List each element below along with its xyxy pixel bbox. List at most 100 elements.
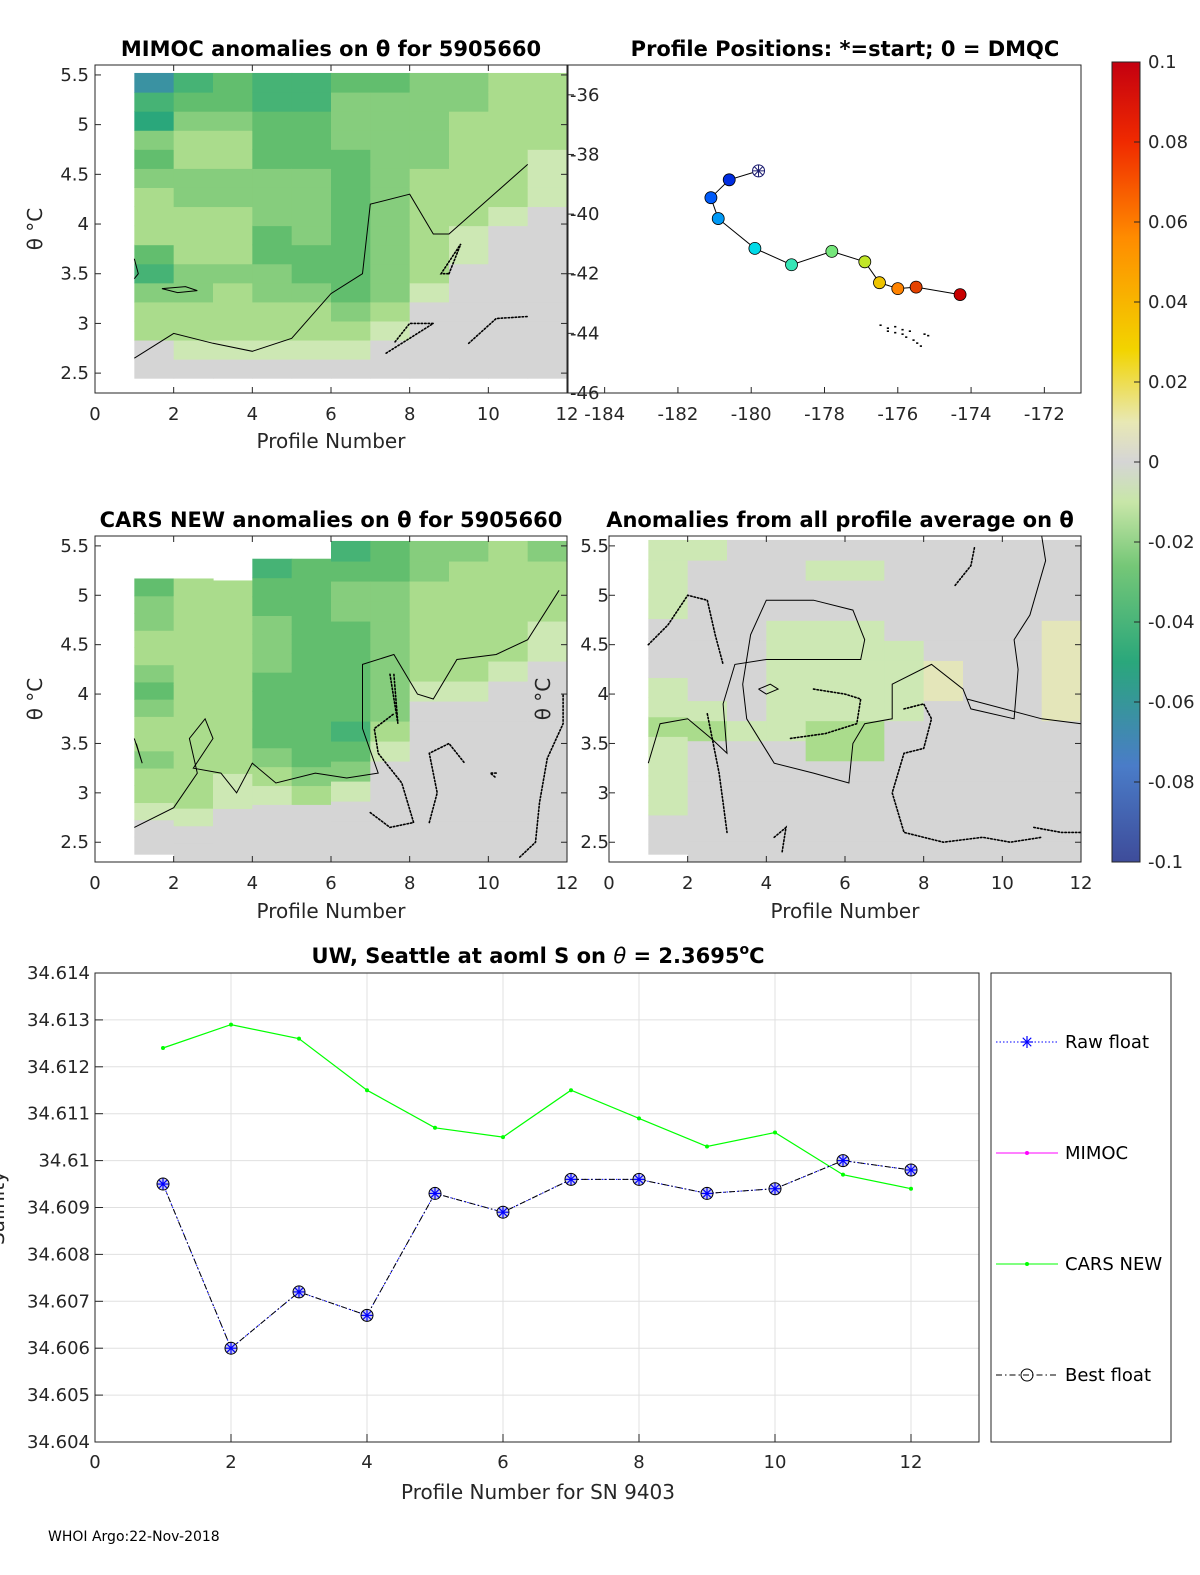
mimoc-cell [134, 168, 175, 188]
cars-cell [488, 640, 529, 662]
cars-new-point [773, 1130, 777, 1135]
allavg-cell [727, 620, 767, 641]
cars-cell [331, 680, 371, 702]
mimoc-cell [252, 282, 293, 303]
cars-cell [488, 620, 529, 642]
best-float-point [360, 1308, 374, 1322]
cars-cell [331, 540, 371, 562]
mimoc-cell [370, 130, 411, 150]
best-float-point [428, 1186, 442, 1200]
positions-coastline [879, 324, 930, 347]
colorbar-tick-label: -0.04 [1148, 612, 1195, 633]
mimoc-cell [488, 282, 529, 303]
cars-contour-dotted [369, 713, 415, 829]
positions-x-tick-label: -182 [657, 404, 698, 425]
allavg-cell [648, 638, 689, 659]
salinity-x-tick-label: 8 [633, 1452, 644, 1473]
cars-cell [213, 825, 253, 845]
salinity-y-tick-label: 34.605 [27, 1385, 90, 1406]
allavg-cell [1041, 660, 1082, 682]
cars-cell [449, 720, 489, 742]
cars-cell [173, 755, 214, 774]
allavg-cell [805, 840, 846, 862]
allavg-cell [1002, 720, 1043, 742]
mimoc-cell [488, 206, 529, 227]
mimoc-cell [173, 282, 214, 303]
track-profile-marker [873, 276, 886, 290]
mimoc-cell [213, 301, 253, 322]
mimoc-y-tick-label: 4 [78, 214, 89, 235]
allavg-cell [923, 820, 964, 842]
allavg-x-tick-label: 12 [1070, 873, 1093, 894]
cars-new-point [841, 1172, 845, 1177]
mimoc-cell [173, 359, 214, 379]
mimoc-cell [449, 320, 489, 341]
cars-cell [527, 841, 568, 862]
mimoc-cell [213, 149, 253, 169]
allavg-cell [687, 539, 728, 561]
best-float-point [632, 1172, 646, 1186]
allavg-x-tick-label: 2 [682, 873, 693, 894]
cars-cell [449, 620, 489, 642]
mimoc-cell [527, 206, 568, 227]
coast-speck [916, 342, 919, 344]
cars-cell [173, 613, 214, 633]
cars-cell [173, 596, 214, 615]
cars-cell [134, 750, 175, 769]
mimoc-cell [331, 301, 371, 322]
mimoc-cell [331, 149, 371, 169]
cars-cell [331, 600, 371, 622]
cars-cell [527, 540, 568, 562]
best-float-point [224, 1341, 238, 1355]
cars-cell [449, 760, 489, 782]
coast-speck [901, 333, 904, 335]
mimoc-cell [134, 320, 175, 341]
track-profile-marker [785, 258, 798, 272]
raw-float-point-arm [634, 1174, 644, 1185]
cars-new-line [162, 1023, 912, 1190]
raw-float-point [905, 1163, 917, 1176]
colorbar-ticks: 0.1 0.08 0.06 0.04 0.02 0 -0.02 -0.04 -0.06 -0.08… [1134, 52, 1195, 873]
colorbar-tick-label: -0.08 [1148, 772, 1195, 793]
raw-float-point-arm [498, 1207, 508, 1217]
mimoc-cell [527, 339, 568, 360]
allavg-cell [923, 640, 964, 661]
raw-float-point [157, 1178, 169, 1191]
allavg-cell [1002, 560, 1043, 581]
cars-cell [527, 620, 568, 642]
cars-cell [173, 649, 214, 668]
mimoc-cell [213, 72, 253, 93]
cars-cell [409, 600, 450, 622]
cars-cell [449, 660, 489, 682]
mimoc-cell [449, 168, 489, 188]
cars-cell [252, 728, 293, 749]
mimoc-y-tick-label: 2.5 [60, 363, 89, 384]
mimoc-cell [527, 244, 568, 265]
cars-cell [488, 821, 529, 842]
coast-speck [894, 325, 897, 328]
mimoc-cell [291, 359, 332, 379]
allavg-cell [963, 660, 1003, 682]
cars-cell [409, 780, 450, 802]
cars-cell [409, 841, 450, 862]
cars-cell [173, 790, 214, 809]
allavg-cell [845, 700, 885, 722]
mimoc-cell [331, 359, 371, 379]
mimoc-cell [527, 187, 568, 208]
cars-cell [134, 681, 175, 700]
cars-new-point [501, 1135, 505, 1140]
allavg-cell [1002, 820, 1043, 842]
coast-speck [901, 328, 904, 331]
positions-y-tick-label: -40 [570, 204, 599, 225]
allavg-cell [923, 780, 964, 802]
allavg-cell [687, 740, 728, 762]
mimoc-cell [173, 225, 214, 246]
coast-speck [919, 345, 922, 347]
salinity-title-unit: C [749, 944, 764, 968]
mimoc-cell [331, 168, 371, 188]
allavg-cell [648, 559, 689, 580]
allavg-cell [648, 598, 689, 620]
cars-cell [449, 680, 489, 702]
allavg-cell [1002, 800, 1043, 822]
allavg-cell [727, 820, 767, 842]
